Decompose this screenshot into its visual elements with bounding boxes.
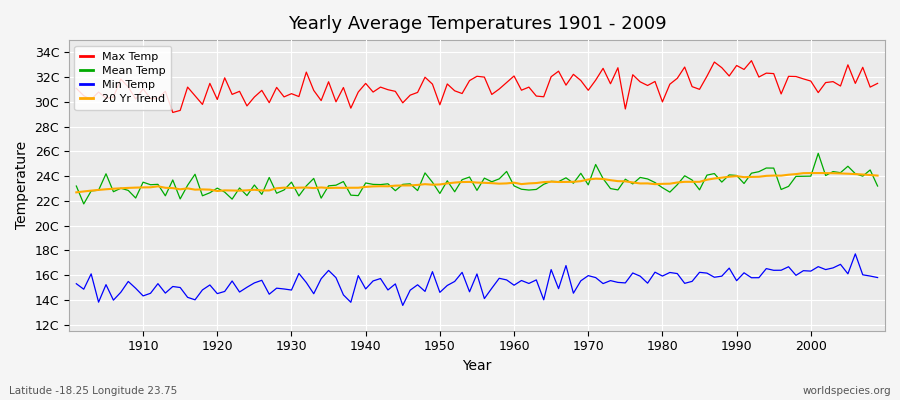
Legend: Max Temp, Mean Temp, Min Temp, 20 Yr Trend: Max Temp, Mean Temp, Min Temp, 20 Yr Tre… [75, 46, 171, 110]
Y-axis label: Temperature: Temperature [15, 141, 29, 230]
Title: Yearly Average Temperatures 1901 - 2009: Yearly Average Temperatures 1901 - 2009 [288, 15, 666, 33]
Text: Latitude -18.25 Longitude 23.75: Latitude -18.25 Longitude 23.75 [9, 386, 177, 396]
X-axis label: Year: Year [463, 359, 491, 373]
Text: worldspecies.org: worldspecies.org [803, 386, 891, 396]
